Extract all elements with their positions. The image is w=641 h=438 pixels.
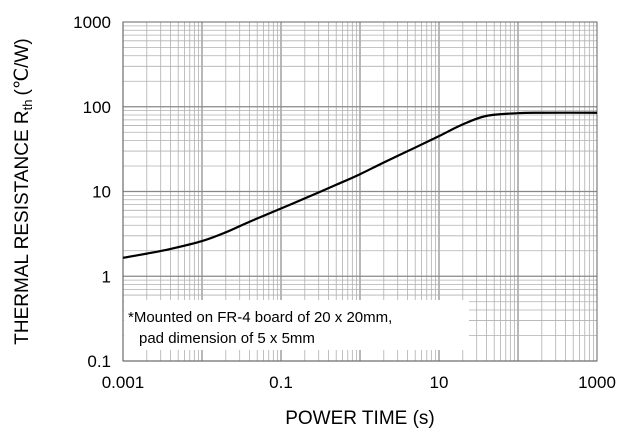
y-tick-labels: 1000 100 10 1 0.1 [73, 13, 111, 371]
plot-border [122, 21, 598, 362]
y-tick-label: 0.1 [87, 352, 111, 371]
y-axis-title-main: THERMAL RESISTANCE R [12, 110, 33, 344]
annotation-box: *Mounted on FR-4 board of 20 x 20mm, pad… [124, 300, 469, 350]
y-tick-label: 1000 [73, 13, 111, 32]
y-axis-title-unit: (℃/W) [12, 38, 33, 95]
annotation-line-2: pad dimension of 5 x 5mm [139, 330, 315, 347]
x-tick-label: 10 [430, 373, 449, 392]
annotation-background [124, 300, 469, 350]
y-tick-label: 1 [102, 267, 111, 286]
x-tick-label: 0.001 [102, 373, 145, 392]
x-tick-labels: 0.001 0.1 10 1000 [102, 373, 616, 392]
series-line [122, 111, 598, 259]
annotation-line-1: *Mounted on FR-4 board of 20 x 20mm, [128, 309, 392, 326]
x-tick-label: 0.1 [269, 373, 293, 392]
y-tick-label: 10 [92, 183, 111, 202]
y-axis-title-subscript: th [20, 100, 35, 111]
x-axis-title: POWER TIME (s) [285, 408, 435, 429]
x-tick-label: 1000 [578, 373, 616, 392]
y-tick-label: 100 [83, 98, 111, 117]
y-axis-title: THERMAL RESISTANCE Rth (℃/W) [12, 38, 35, 344]
